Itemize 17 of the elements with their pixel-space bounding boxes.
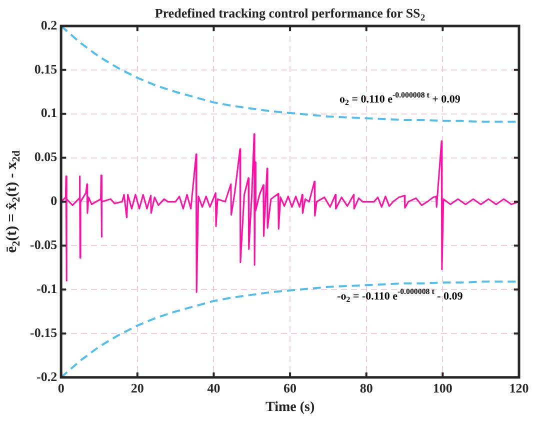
y-tick-label: -0.1 (36, 280, 58, 296)
y-tick-label: 0.2 (40, 17, 58, 32)
x-axis-title: Time (s) (265, 400, 315, 416)
y-axis-title: ē2(t) = x̂2(t) - x2d (4, 150, 22, 253)
y-tick-label: 0.1 (40, 105, 58, 120)
x-tick-label: 40 (207, 380, 220, 396)
y-tick-label: -0.15 (30, 324, 58, 340)
x-tick-label: 100 (432, 380, 452, 396)
y-tick-label: 0 (50, 193, 58, 208)
x-tick-label: 20 (130, 380, 144, 396)
x-tick-label: 60 (284, 380, 297, 396)
y-tick-label: 0.05 (34, 149, 58, 164)
y-tick-label: 0.15 (34, 61, 58, 76)
y-tick-label: -0.2 (36, 368, 58, 384)
x-tick-label: 120 (509, 380, 529, 396)
y-tick-label: -0.05 (30, 236, 58, 252)
x-tick-label: 80 (360, 380, 373, 396)
